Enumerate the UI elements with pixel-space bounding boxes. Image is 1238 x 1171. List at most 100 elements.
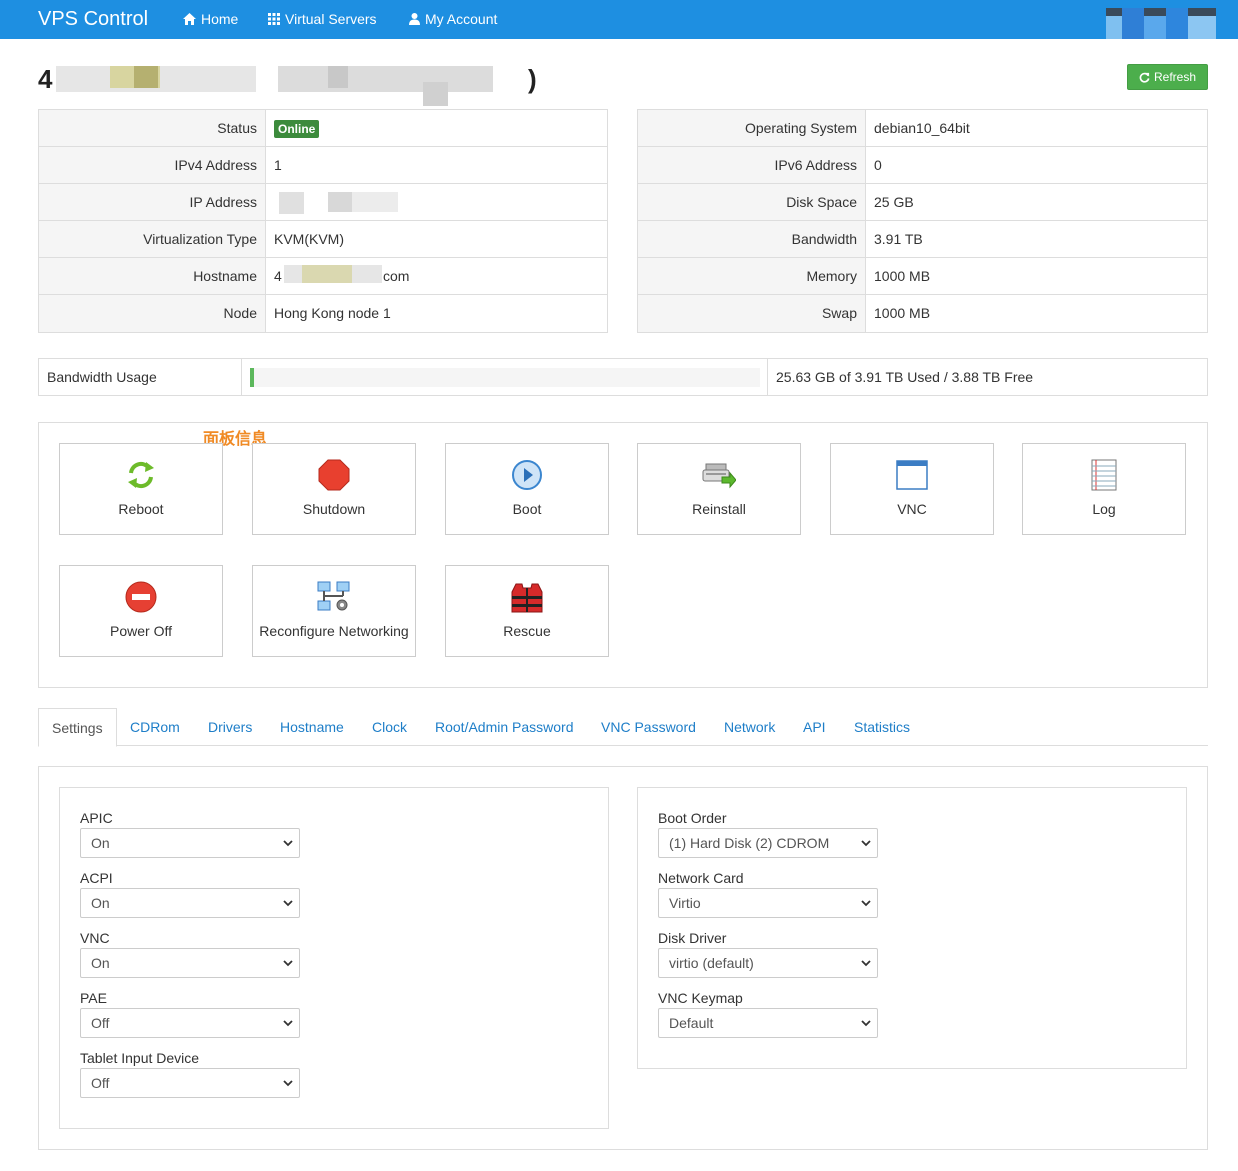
tab-api[interactable]: API (803, 719, 826, 735)
tab-clock[interactable]: Clock (372, 719, 408, 735)
acpi-value: On (91, 895, 110, 911)
tab-drivers[interactable]: Drivers (208, 719, 253, 735)
bandwidth-usage-label: Bandwidth Usage (39, 359, 242, 395)
info-value: KVM(KVM) (274, 231, 344, 247)
vnc-select[interactable]: On (80, 948, 300, 978)
page-title: 4 ) (38, 62, 537, 106)
rescue-button[interactable]: Rescue (445, 565, 609, 657)
reinstall-label: Reinstall (692, 501, 746, 517)
info-label: IP Address (39, 184, 266, 220)
actions-panel (38, 422, 1208, 688)
vnc-keymap-label: VNC Keymap (658, 990, 743, 1006)
nav-my-account[interactable]: My Account (409, 11, 497, 27)
chevron-down-icon (283, 840, 293, 847)
rescue-label: Rescue (503, 623, 551, 639)
shutdown-button[interactable]: Shutdown (252, 443, 416, 535)
network-card-value: Virtio (669, 895, 701, 911)
nav-virtual-servers-label: Virtual Servers (285, 11, 377, 27)
info-label: Node (39, 295, 266, 332)
tab-cdrom[interactable]: CDRom (130, 719, 180, 735)
info-label: Bandwidth (638, 221, 866, 257)
reconfigure-networking-button[interactable]: Reconfigure Networking (252, 565, 416, 657)
info-value: 1000 MB (874, 268, 931, 284)
tablet-input-select[interactable]: Off (80, 1068, 300, 1098)
nav-home-label: Home (201, 11, 239, 27)
power-off-label: Power Off (110, 623, 172, 639)
page-title-prefix: 4 (38, 64, 53, 94)
network-icon (317, 581, 350, 611)
boot-order-value: (1) Hard Disk (2) CDROM (669, 835, 830, 851)
refresh-label: Refresh (1153, 70, 1197, 84)
log-button[interactable]: Log (1022, 443, 1186, 535)
chevron-down-icon (861, 840, 871, 847)
boot-icon (512, 460, 542, 490)
info-value: 1 (274, 157, 282, 173)
bandwidth-progress-fill (250, 368, 254, 387)
vnc-button[interactable]: VNC (830, 443, 994, 535)
settings-left-box (59, 787, 609, 1129)
info-row-hostname: Hostname 4 com (39, 258, 607, 295)
nav-virtual-servers[interactable]: Virtual Servers (268, 11, 377, 27)
vnc-keymap-select[interactable]: Default (658, 1008, 878, 1038)
boot-order-select[interactable]: (1) Hard Disk (2) CDROM (658, 828, 878, 858)
vnc-keymap-value: Default (669, 1015, 714, 1031)
server-info-table: Status Online IPv4 Address 1 IP Address … (38, 109, 608, 333)
info-value: Hong Kong node 1 (274, 305, 391, 321)
info-label: Memory (638, 258, 866, 294)
bandwidth-progress-bar (250, 368, 760, 387)
tablet-input-value: Off (91, 1075, 110, 1091)
info-row-node: Node Hong Kong node 1 (39, 295, 607, 332)
reconfigure-networking-label: Reconfigure Networking (259, 623, 409, 639)
info-row-virtualization: Virtualization Type KVM(KVM) (39, 221, 607, 258)
info-label: IPv6 Address (638, 147, 866, 183)
disk-driver-select[interactable]: virtio (default) (658, 948, 878, 978)
network-card-select[interactable]: Virtio (658, 888, 878, 918)
reinstall-button[interactable]: Reinstall (637, 443, 801, 535)
apic-label: APIC (80, 810, 113, 826)
info-label: Swap (638, 295, 866, 332)
info-value-redacted (266, 184, 607, 220)
apic-select[interactable]: On (80, 828, 300, 858)
acpi-select[interactable]: On (80, 888, 300, 918)
vnc-icon (896, 460, 928, 490)
info-row-disk: Disk Space 25 GB (638, 184, 1207, 221)
info-row-ipv6: IPv6 Address 0 (638, 147, 1207, 184)
info-row-status: Status Online (39, 110, 607, 147)
chevron-down-icon (861, 1020, 871, 1027)
vnc-label: VNC (897, 501, 927, 517)
redacted-user-area (1106, 8, 1216, 39)
boot-button[interactable]: Boot (445, 443, 609, 535)
log-label: Log (1092, 501, 1116, 517)
info-label: Status (39, 110, 266, 146)
boot-order-label: Boot Order (658, 810, 727, 826)
tab-settings[interactable]: Settings (38, 708, 117, 747)
info-value: 25 GB (874, 194, 914, 210)
power-off-button[interactable]: Power Off (59, 565, 223, 657)
info-label: Hostname (39, 258, 266, 294)
boot-label: Boot (512, 501, 542, 517)
tab-statistics[interactable]: Statistics (854, 719, 911, 735)
brand-logo[interactable]: VPS Control (38, 8, 149, 30)
disk-driver-label: Disk Driver (658, 930, 727, 946)
refresh-button[interactable]: Refresh (1127, 64, 1208, 90)
user-icon (409, 13, 420, 25)
nav-home[interactable]: Home (183, 11, 238, 27)
chevron-down-icon (283, 900, 293, 907)
hostname-suffix: com (383, 268, 410, 284)
reboot-button[interactable]: Reboot (59, 443, 223, 535)
shutdown-icon (318, 459, 350, 491)
tab-root-password[interactable]: Root/Admin Password (435, 719, 574, 735)
disk-driver-value: virtio (default) (669, 955, 754, 971)
chevron-down-icon (861, 960, 871, 967)
chevron-down-icon (861, 900, 871, 907)
tab-hostname[interactable]: Hostname (280, 719, 344, 735)
reboot-label: Reboot (118, 501, 164, 517)
info-value: 1000 MB (874, 305, 931, 321)
settings-tabs: Settings CDRom Drivers Hostname Clock Ro… (38, 708, 1208, 747)
top-navbar: VPS Control Home Virtual Servers My Acco… (0, 0, 1238, 39)
tab-network[interactable]: Network (724, 719, 776, 735)
tab-vnc-password[interactable]: VNC Password (601, 719, 696, 735)
info-value: debian10_64bit (874, 120, 970, 136)
pae-select[interactable]: Off (80, 1008, 300, 1038)
chevron-down-icon (283, 1020, 293, 1027)
